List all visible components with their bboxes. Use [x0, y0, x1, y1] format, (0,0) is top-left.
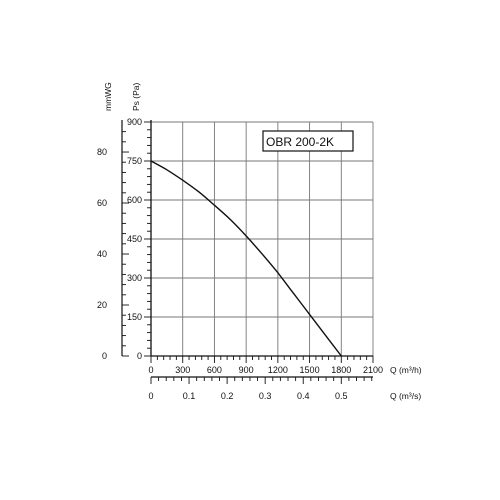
ticks: 0 150 300 450 600 750 900 0 20 40 60 80 0 300 600 900 12…: [97, 117, 383, 401]
model-label: OBR 200-2K: [266, 135, 334, 149]
y-ps-tick-label: 600: [127, 195, 142, 205]
axes: [121, 120, 373, 378]
y-mmwg-tick-label: 20: [97, 300, 107, 310]
model-label-box: OBR 200-2K: [262, 130, 354, 152]
x-axis-m3s-title: Q (m³/s): [390, 391, 421, 401]
y-ps-tick-label: 450: [127, 234, 142, 244]
x-m3h-tick-label: 600: [207, 365, 222, 375]
x-m3h-tick-label: 900: [239, 365, 254, 375]
x-m3s-tick-label: 0.2: [221, 391, 234, 401]
performance-curve: [150, 160, 342, 357]
y-ps-tick-label: 0: [137, 351, 142, 361]
x-axis-m3h-title: Q (m³/h): [390, 365, 422, 375]
x-m3s-tick-label: 0.3: [259, 391, 272, 401]
x-m3s-tick-label: 0.4: [297, 391, 310, 401]
y-ps-tick-label: 750: [127, 156, 142, 166]
curve-layer: [150, 160, 342, 357]
y-ps-tick-label: 150: [127, 312, 142, 322]
x-m3h-tick-label: 1500: [300, 365, 320, 375]
y-mmwg-tick-label: 40: [97, 249, 107, 259]
y-mmwg-tick-label: 80: [97, 147, 107, 157]
x-m3s-tick-label: 0.5: [335, 391, 348, 401]
y-axis-mmwg-title: mmWG: [103, 82, 113, 111]
x-m3h-tick-label: 1200: [268, 365, 288, 375]
x-m3s-tick-label: 0.1: [183, 391, 196, 401]
x-m3h-tick-label: 300: [175, 365, 190, 375]
grid-lines: [151, 121, 374, 356]
model-label-frame: [262, 130, 354, 152]
x-m3h-tick-label: 2100: [363, 365, 383, 375]
y-ps-tick-label: 300: [127, 273, 142, 283]
y-mmwg-tick-label: 0: [102, 351, 107, 361]
x-m3h-tick-label: 1800: [331, 365, 351, 375]
x-m3h-tick-label: 0: [148, 365, 153, 375]
y-mmwg-tick-label: 60: [97, 198, 107, 208]
y-ps-tick-label: 900: [127, 117, 142, 127]
x-m3s-tick-label: 0: [148, 391, 153, 401]
y-axis-ps-title: Ps (Pa): [131, 82, 141, 111]
